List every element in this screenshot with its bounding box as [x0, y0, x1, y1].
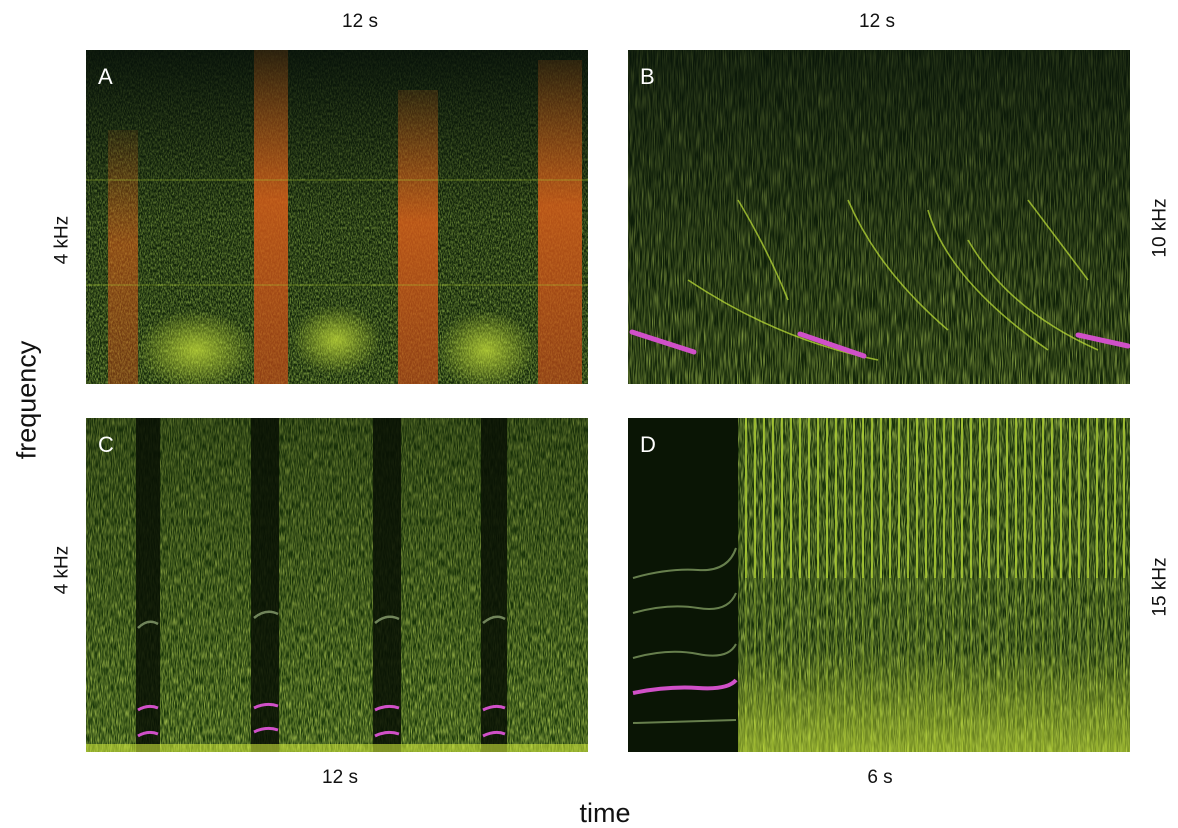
spectrogram-b-image: [628, 50, 1130, 384]
y-axis-title: frequency: [11, 340, 42, 460]
panel-a-duration-label: 12 s: [342, 11, 378, 32]
panel-b-letter: B: [640, 64, 655, 89]
spectrogram-panel-d: D: [628, 418, 1130, 752]
panel-c-letter: C: [98, 432, 114, 457]
panel-c-frequency-label: 4 kHz: [51, 545, 73, 595]
panel-b-frequency-label: 10 kHz: [1149, 198, 1171, 258]
panel-c-duration-label: 12 s: [322, 767, 358, 788]
spectrogram-panel-a: A: [86, 50, 588, 384]
spectrogram-panel-c: C: [86, 418, 588, 752]
spectrogram-a-image: [86, 50, 588, 384]
panel-b-duration-label: 12 s: [859, 11, 895, 32]
x-axis-title: time: [579, 798, 631, 828]
spectrogram-d-image: [628, 418, 1130, 752]
spectrogram-panel-b: B: [628, 50, 1130, 384]
panel-a-frequency-label: 4 kHz: [51, 215, 73, 265]
panel-d-duration-label: 6 s: [867, 767, 893, 788]
panel-d-frequency-label: 15 kHz: [1149, 557, 1171, 617]
spectrogram-c-image: [86, 418, 588, 752]
panel-a-letter: A: [98, 64, 113, 89]
panel-d-letter: D: [640, 432, 656, 457]
